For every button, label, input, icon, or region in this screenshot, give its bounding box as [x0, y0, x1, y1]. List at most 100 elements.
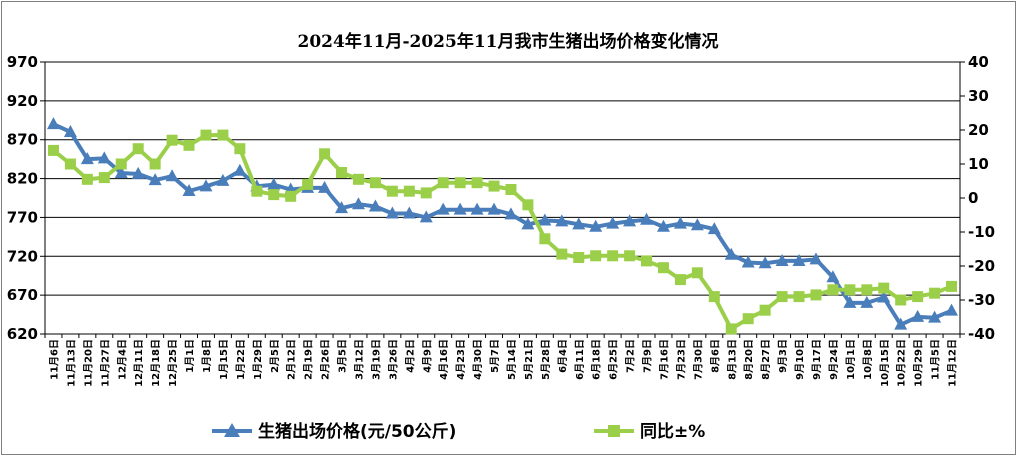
x-tick-label: 3月5日	[337, 339, 349, 373]
left-tick-label: 820	[7, 170, 38, 188]
price-point-marker	[97, 151, 111, 164]
x-tick-label: 3月26日	[387, 339, 399, 380]
price-point-marker	[453, 202, 467, 215]
chart-title: 2024年11月-2025年11月我市生猪出场价格变化情况	[298, 31, 719, 52]
yoy-point-marker	[810, 289, 822, 301]
yoy-point-marker	[132, 143, 144, 155]
yoy-point-marker	[200, 129, 212, 141]
price-point-marker	[351, 197, 365, 210]
yoy-point-marker	[505, 184, 517, 195]
price-point-marker	[148, 173, 162, 186]
price-point-marker	[690, 218, 704, 231]
x-tick-label: 8月27日	[760, 339, 772, 380]
yoy-point-marker	[420, 187, 432, 199]
price-point-marker	[894, 317, 908, 330]
yoy-point-marker	[776, 291, 788, 303]
left-tick-label: 670	[7, 286, 38, 304]
x-tick-label: 12月11日	[133, 339, 145, 387]
yoy-point-marker	[878, 282, 890, 294]
x-tick-label: 1月29日	[252, 339, 264, 380]
left-axis-ticks: 620 670 720 770 820 870 920 970	[7, 53, 45, 343]
yoy-point-marker	[556, 248, 568, 260]
x-tick-label: 11月13日	[65, 339, 77, 387]
price-point-marker	[63, 124, 77, 137]
yoy-point-marker	[47, 144, 59, 156]
price-point-marker	[673, 216, 687, 229]
yoy-point-marker	[454, 177, 466, 189]
yoy-point-marker	[725, 323, 737, 335]
price-point-marker	[606, 216, 620, 229]
price-point-marker	[623, 214, 637, 227]
price-point-marker	[724, 247, 738, 260]
x-tick-label: 9月24日	[828, 339, 840, 380]
yoy-point-marker	[657, 262, 669, 274]
x-tick-label: 6月4日	[557, 339, 569, 373]
x-tick-label: 2月12日	[286, 339, 298, 380]
x-tick-label: 7月30日	[692, 339, 704, 380]
price-point-marker	[521, 217, 535, 230]
price-point-marker	[131, 166, 145, 179]
price-point-marker	[114, 166, 128, 179]
price-point-marker	[792, 253, 806, 266]
x-tick-label: 2月5日	[269, 339, 281, 373]
x-tick-label: 1月22日	[235, 339, 247, 380]
yoy-point-marker	[183, 139, 195, 151]
yoy-point-marker	[336, 167, 348, 178]
yoy-point-marker	[742, 313, 754, 325]
price-point-marker	[504, 207, 518, 220]
right-tick-label: 0	[968, 189, 978, 207]
x-tick-label: 3月19日	[370, 339, 382, 380]
price-point-marker	[419, 210, 433, 223]
x-tick-label: 11月27日	[99, 339, 111, 387]
price-point-marker	[487, 202, 501, 215]
x-tick-label: 1月8日	[201, 339, 213, 373]
price-point-marker	[572, 217, 586, 230]
yoy-point-marker	[929, 287, 941, 299]
x-tick-label: 8月20日	[743, 339, 755, 380]
yoy-point-marker	[624, 250, 636, 262]
x-axis-ticks: 11月6日 11月13日 11月20日 11月27日 12月4日 12月11日 12月18日…	[44, 334, 961, 387]
x-tick-label: 4月2日	[404, 339, 416, 373]
price-point-marker	[46, 117, 60, 130]
yoy-point-marker	[674, 274, 686, 286]
legend-price-label: 生猪出场价格(元/50公斤)	[258, 421, 456, 442]
x-tick-label: 8月6日	[709, 339, 721, 373]
x-tick-label: 10月15日	[879, 339, 891, 387]
yoy-point-marker	[251, 185, 263, 197]
yoy-point-marker	[81, 173, 93, 185]
x-tick-label: 10月29日	[913, 339, 925, 387]
price-series	[46, 117, 959, 330]
yoy-point-marker	[946, 280, 958, 292]
legend: 生猪出场价格(元/50公斤) 同比±%	[212, 421, 705, 442]
x-tick-label: 2月26日	[320, 339, 332, 380]
price-point-marker	[318, 180, 332, 193]
price-point-marker	[555, 214, 569, 227]
x-tick-label: 6月25日	[608, 339, 620, 380]
yoy-point-marker	[471, 177, 483, 189]
yoy-point-marker	[691, 267, 703, 279]
price-point-marker	[470, 202, 484, 215]
right-tick-label: 40	[968, 53, 989, 71]
price-point-marker	[860, 295, 874, 308]
x-tick-label: 7月2日	[625, 339, 637, 373]
x-tick-label: 7月9日	[642, 339, 654, 373]
yoy-point-marker	[590, 250, 602, 262]
yoy-point-marker	[403, 185, 415, 197]
yoy-point-marker	[793, 291, 805, 303]
yoy-point-marker	[861, 284, 873, 296]
x-tick-label: 4月9日	[421, 339, 433, 373]
legend-square-icon	[608, 425, 620, 437]
yoy-point-marker	[607, 250, 619, 262]
price-point-marker	[436, 202, 450, 215]
x-tick-label: 12月4日	[116, 339, 128, 380]
x-tick-label: 10月22日	[896, 339, 908, 387]
x-tick-label: 6月11日	[574, 339, 586, 380]
right-tick-label: 10	[968, 155, 989, 173]
yoy-point-marker	[217, 129, 229, 141]
price-point-marker	[656, 219, 670, 232]
yoy-point-marker	[437, 177, 449, 189]
yoy-point-marker	[386, 185, 398, 197]
right-axis-ticks: -40 -30 -20 -10 0 10 20 30 40	[960, 53, 995, 343]
left-tick-label: 970	[7, 53, 38, 71]
